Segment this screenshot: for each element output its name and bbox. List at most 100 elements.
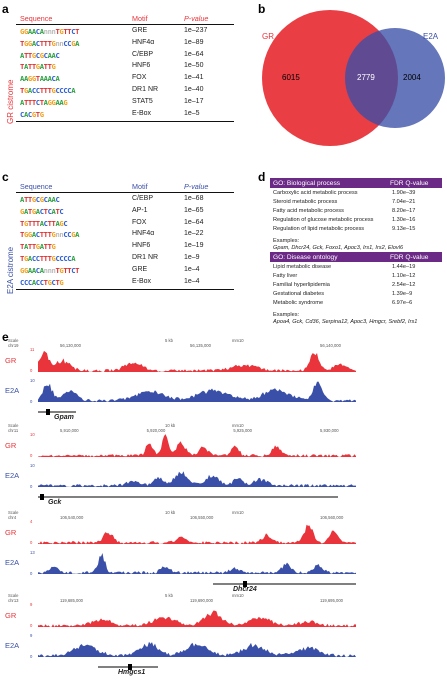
logo-letter: T [27,218,32,228]
logo-letter: C [27,277,32,287]
coordinate-label: 5,910,000 [60,428,79,433]
bottom-rule [16,121,234,122]
logo-letter: C [63,218,68,228]
coordinate-label: 5,920,000 [146,428,166,433]
coordinate-label: 119,685,000 [60,598,83,603]
logo-letter: C [35,86,40,95]
signal-plot [38,524,356,587]
logo-letter: T [43,242,48,252]
motif-row: CACGTG E-Box 1e–5 [16,110,234,121]
scale-word: Scale [8,510,19,515]
logo-letter: T [47,218,52,228]
motif-logo: TGTTTACTTAGC [20,218,68,228]
venn-gr-only-count: 6015 [282,73,300,82]
motif-row: GATGACTCATC AP-1 1e–65 [16,207,234,218]
logo-letter: C [35,254,40,263]
motif-table-gr: Sequence Motif P-value GGAACAnnnTGTTCT GR… [16,14,234,124]
logo-letter: T [43,206,48,216]
gr-zero: 0 [30,540,33,545]
logo-letter: T [43,86,48,95]
e2a-max: 10 [30,463,35,468]
logo-letter: T [39,254,44,263]
motif-row: ATTGCGCAAC C/EBP 1e–68 [16,195,234,206]
logo-letter: T [27,97,32,107]
sequence-header: Sequence [20,182,53,191]
go-bio-col: FDR Q-value [390,179,429,187]
motif-row: TGGACTTTGnnCCGA HNF4α 1e–22 [16,230,234,241]
logo-letter: T [27,195,32,204]
go-qvalue: 1.39e–9 [392,291,413,297]
coordinate-label: 56,140,000 [320,343,341,348]
logo-letter: G [51,254,56,263]
logo-letter: C [71,265,76,275]
gr-signal [38,434,356,457]
logo-letter: A [27,265,32,275]
logo-letter: T [55,277,60,287]
motif-pvalue: 1e–9 [184,254,200,261]
logo-letter: C [31,86,36,95]
header-rule [16,24,234,25]
e2a-signal-group [38,553,356,574]
motif-row: AAGGTAAACA FOX 1e–41 [16,74,234,85]
logo-letter: C [27,109,32,119]
logo-letter: T [47,254,52,263]
logo-letter: A [27,254,32,263]
gene-name: Dhcr24 [233,586,257,593]
scale-word: Scale [8,423,19,428]
scale-word: Scale [8,338,19,343]
go-qvalue: 1.10e–12 [392,273,416,279]
go-term: Fatty liver [273,273,298,279]
go-disease-table: GO: Disease ontology FDR Q-value Lipid m… [270,252,442,325]
motif-logo: TATTGATTG [20,62,56,72]
go-term: Carboxylic acid metabolic process [273,190,358,196]
motif-logo: GGAACAnnnTGTTCT [20,266,79,275]
logo-letter: T [75,27,80,36]
go-disease-header: GO: Disease ontology FDR Q-value [270,252,442,262]
coordinate-label: 106,550,000 [190,515,214,520]
logo-letter: C [63,38,68,48]
logo-letter: A [20,195,24,204]
go-term: Lipid metabolic disease [273,264,332,270]
motif-logo: CACGTG [20,110,44,119]
logo-letter: G [23,86,28,95]
logo-letter: G [35,62,40,72]
motif-name: HNF4α [132,230,155,238]
gr-track-label: GR [5,611,17,620]
e2a-track-label: E2A [5,471,20,480]
genome-track: Scale chr13 5 kb mm10 119,685,000 119,690,000… [0,593,447,679]
logo-letter: G [27,74,32,84]
motif-row: TGACCTTTGCCCCA DR1 NR 1e–40 [16,86,234,97]
logo-letter: A [39,74,44,84]
motif-name: HNF4α [132,38,155,46]
logo-letter: G [35,242,40,252]
logo-letter: A [31,38,36,48]
logo-letter: A [20,74,24,84]
logo-letter: T [20,218,24,228]
gr-max: 4 [30,519,33,524]
logo-letter: C [63,230,68,240]
logo-letter: A [23,206,28,216]
motif-pvalue: 1e–68 [184,195,204,202]
motif-row: TATTGATTG HNF6 1e–19 [16,242,234,253]
logo-letter: A [23,242,28,252]
logo-letter: T [20,242,24,252]
gr-max: 11 [30,347,35,352]
logo-letter: T [31,218,36,228]
go-qvalue: 1.44e–19 [392,264,416,270]
coordinate-label: 5,930,000 [320,428,339,433]
e2a-track-label: E2A [5,558,20,567]
logo-letter: G [23,265,28,275]
logo-letter: C [43,218,48,228]
go-term: Metabolic syndrome [273,300,324,306]
panel-e-letter: e [2,330,9,344]
logo-letter: A [23,74,28,84]
coordinate-label: 119,690,000 [190,598,213,603]
logo-letter: G [27,38,32,48]
venn-diagram [262,10,445,146]
logo-letter: A [39,62,44,72]
logo-letter: C [35,230,40,240]
motif-name: GRE [132,265,148,273]
motif-pvalue: 1e–4 [184,277,200,285]
motif-row: ATTTCTAGGAAG STAT5 1e–17 [16,98,234,109]
chromosome-label: chr4 [8,515,17,520]
